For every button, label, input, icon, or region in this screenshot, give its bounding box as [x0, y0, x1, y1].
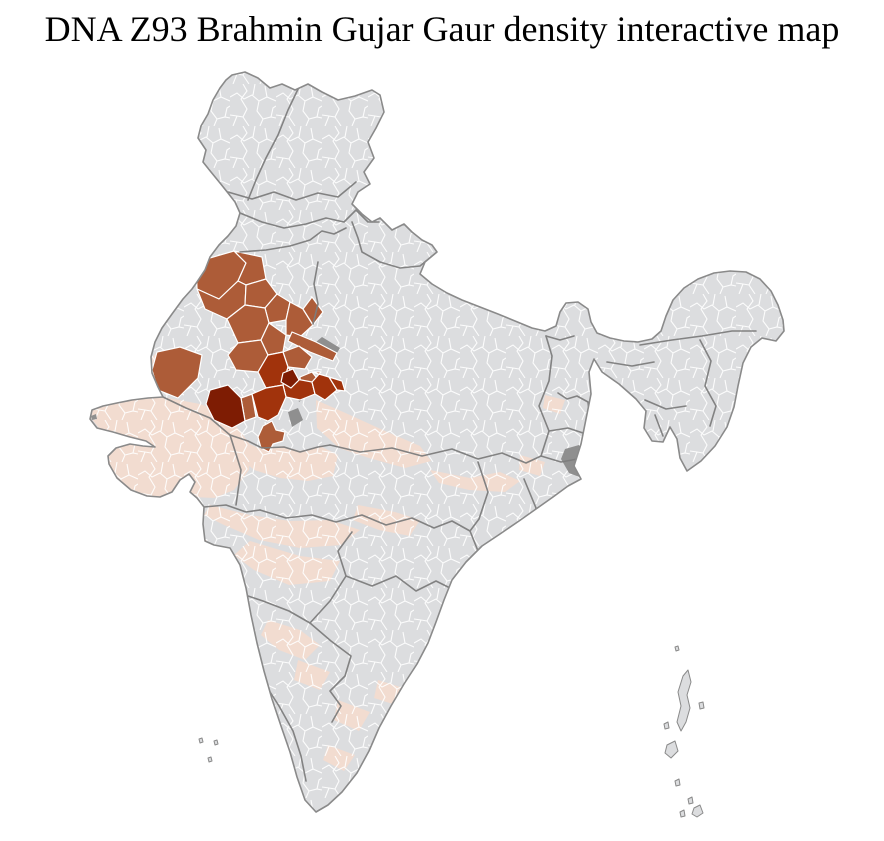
island[interactable]: [674, 778, 681, 787]
andaman-islands[interactable]: [663, 645, 705, 818]
coastline: [89, 71, 785, 813]
district-polygon[interactable]: [288, 408, 303, 427]
island[interactable]: [207, 756, 213, 763]
district-polygon[interactable]: [316, 337, 340, 353]
highest-density-districts[interactable]: [205, 368, 300, 429]
island[interactable]: [674, 645, 680, 652]
island[interactable]: [198, 737, 204, 744]
district-polygon[interactable]: [280, 368, 300, 389]
page-title: DNA Z93 Brahmin Gujar Gaur density inter…: [44, 9, 840, 49]
district-polygon[interactable]: [260, 322, 287, 356]
district-polygon[interactable]: [257, 420, 286, 453]
island[interactable]: [679, 809, 686, 818]
island[interactable]: [664, 740, 679, 759]
island[interactable]: [676, 669, 692, 732]
district-polygon[interactable]: [205, 384, 246, 429]
lakshadweep-islands[interactable]: [198, 737, 219, 763]
district-polygon[interactable]: [302, 296, 324, 326]
district-polygon[interactable]: [287, 331, 338, 362]
island[interactable]: [663, 721, 670, 730]
island[interactable]: [687, 796, 694, 805]
island[interactable]: [691, 804, 704, 818]
district-polygon[interactable]: [199, 537, 208, 548]
district-polygon[interactable]: [328, 376, 346, 392]
island[interactable]: [698, 701, 705, 710]
medium-density-districts[interactable]: [151, 250, 338, 453]
district-polygon[interactable]: [91, 414, 97, 420]
island[interactable]: [213, 739, 219, 746]
district-polygon[interactable]: [251, 384, 287, 422]
